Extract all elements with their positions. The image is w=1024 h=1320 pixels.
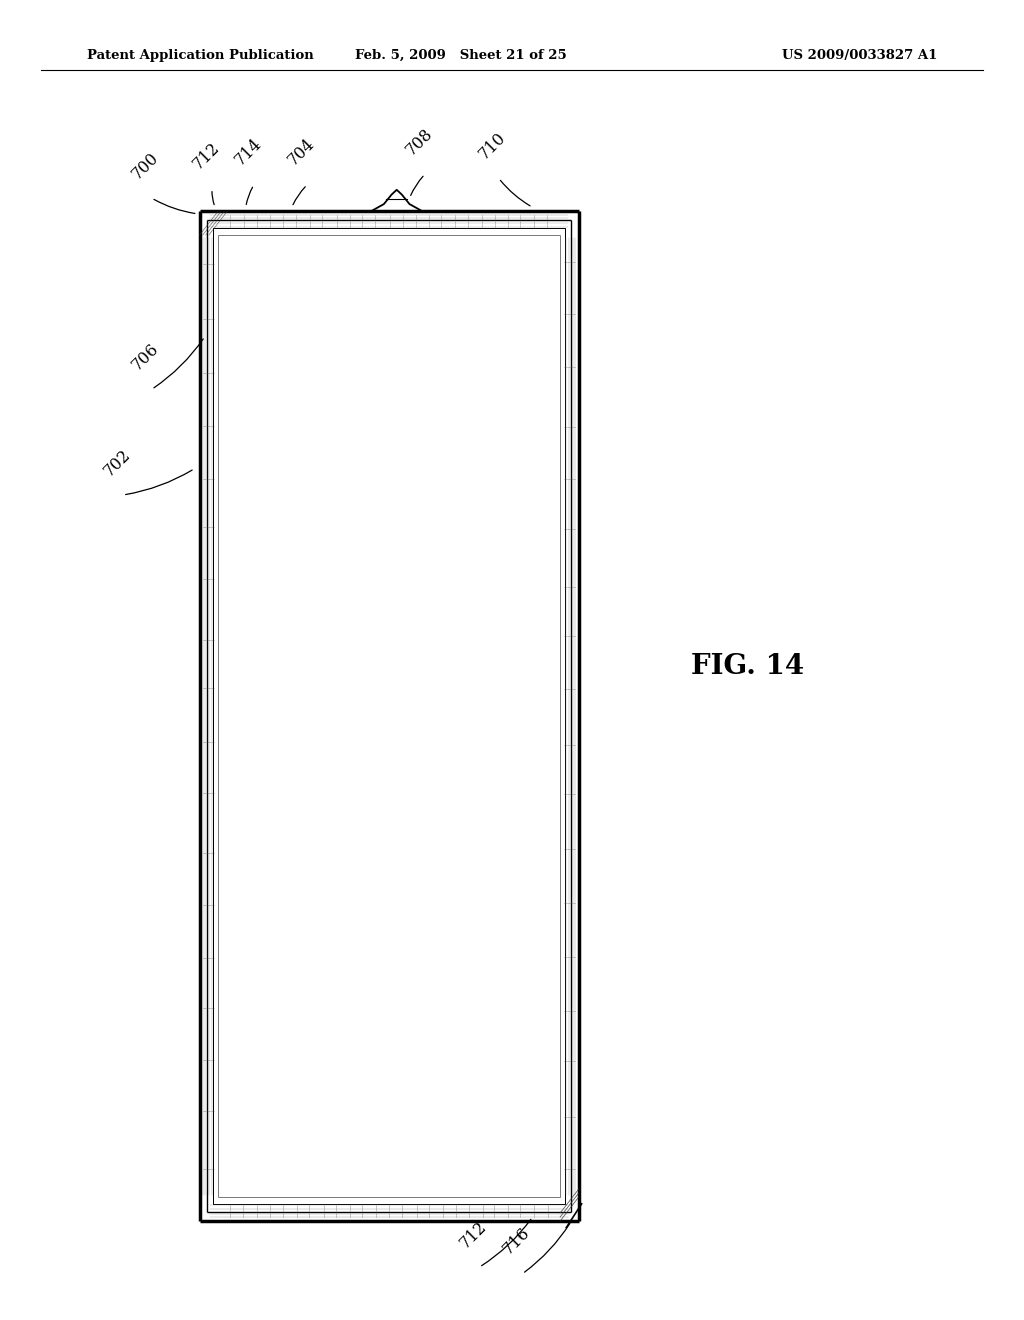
Text: US 2009/0033827 A1: US 2009/0033827 A1 <box>781 49 937 62</box>
Text: 704: 704 <box>285 136 318 169</box>
Text: FIG. 14: FIG. 14 <box>691 653 804 680</box>
Text: 702: 702 <box>100 446 134 479</box>
Text: 710: 710 <box>476 129 510 162</box>
Text: 708: 708 <box>402 125 436 158</box>
Text: 712: 712 <box>457 1218 490 1251</box>
Text: 712: 712 <box>189 140 223 173</box>
Text: 700: 700 <box>129 149 163 182</box>
Text: 706: 706 <box>129 341 163 374</box>
Bar <box>213 228 565 1204</box>
Text: Feb. 5, 2009   Sheet 21 of 25: Feb. 5, 2009 Sheet 21 of 25 <box>355 49 566 62</box>
Text: 716: 716 <box>500 1225 534 1258</box>
Text: 714: 714 <box>231 136 265 169</box>
Text: Patent Application Publication: Patent Application Publication <box>87 49 313 62</box>
